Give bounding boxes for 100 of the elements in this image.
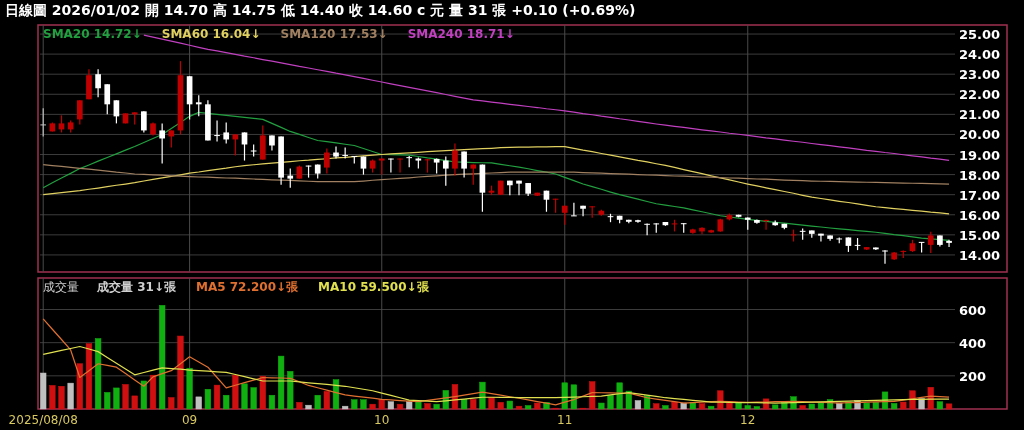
x-tick-label: 11 — [557, 413, 573, 427]
bar — [387, 401, 394, 410]
line-series — [42, 163, 950, 185]
y-tick-label: 600 — [959, 302, 987, 318]
bar — [76, 363, 83, 410]
bar — [470, 399, 477, 410]
y-tick-label: 22.00 — [959, 87, 1001, 103]
candlestick — [397, 157, 403, 174]
bar — [396, 403, 404, 410]
bar — [223, 394, 230, 410]
y-tick-label: 24.00 — [959, 47, 1001, 63]
bar — [708, 405, 715, 410]
bar — [369, 403, 376, 410]
candlestick — [40, 107, 47, 138]
bar — [232, 374, 239, 410]
text: SMA20 14.72↓ — [43, 27, 142, 41]
bar — [104, 392, 111, 410]
y-tick-label: 25.00 — [959, 27, 1001, 43]
bar — [406, 401, 413, 410]
y-tick-label: 400 — [959, 335, 987, 351]
candlestick — [159, 122, 165, 165]
x-tick-label: 12 — [740, 413, 756, 427]
candlestick — [763, 218, 769, 231]
bar — [332, 379, 340, 410]
bar — [360, 399, 367, 410]
y-tick-label: 17.00 — [959, 187, 1001, 203]
candlestick — [223, 121, 230, 145]
bar — [278, 355, 285, 410]
bar — [213, 384, 221, 410]
candlestick — [452, 142, 458, 177]
bar — [287, 371, 294, 410]
candlestick — [195, 94, 202, 117]
x-tick-label: 09 — [181, 413, 198, 427]
bar — [131, 395, 138, 410]
bar — [525, 405, 532, 410]
y-tick-label: 20.00 — [959, 127, 1001, 143]
bar — [204, 389, 211, 410]
candlestick — [287, 167, 294, 189]
bar — [58, 386, 65, 410]
bar — [314, 394, 321, 410]
bar — [159, 305, 166, 410]
bar — [40, 372, 47, 410]
series-label: 成交量 31↓張 — [96, 280, 177, 294]
bar — [351, 399, 358, 410]
candlestick — [927, 231, 934, 254]
bar — [424, 403, 431, 410]
candlestick — [95, 68, 101, 98]
line-series — [42, 318, 950, 406]
candlestick — [388, 157, 394, 174]
bar — [323, 391, 330, 410]
x-tick-label: 2025/08/08 — [8, 413, 78, 427]
bar — [662, 405, 669, 410]
candlestick — [76, 99, 83, 125]
y-tick-label: 21.00 — [959, 107, 1001, 123]
bar — [186, 367, 193, 410]
bar — [726, 402, 733, 410]
chart-title: 日線圖 2026/01/02 開 14.70 高 14.75 低 14.40 收 14.60 c 元 量 31 張 +0.10 (+0.69%) — [5, 2, 636, 18]
bar — [607, 395, 614, 410]
bar — [808, 403, 815, 410]
bar — [113, 387, 120, 410]
bar — [241, 383, 248, 410]
bar — [772, 404, 779, 410]
text: SMA240 18.71↓ — [407, 27, 515, 41]
bar — [49, 385, 56, 410]
bar — [799, 405, 806, 410]
bar — [461, 399, 468, 410]
text: MA5 72.200↓張 — [195, 280, 300, 294]
candlestick — [882, 249, 888, 265]
bar — [95, 338, 102, 410]
y-tick-label: 16.00 — [959, 207, 1001, 223]
candlestick — [818, 233, 824, 243]
bar — [67, 382, 74, 410]
bar — [589, 381, 596, 410]
candlestick — [644, 223, 650, 236]
candlestick — [516, 180, 522, 196]
candlestick — [507, 180, 513, 196]
candlestick — [324, 147, 330, 175]
bar — [653, 403, 660, 410]
bar — [259, 375, 266, 410]
bar — [863, 402, 870, 410]
bar — [735, 402, 742, 410]
bar — [250, 387, 257, 410]
bar — [433, 403, 440, 410]
candlestick — [946, 239, 952, 248]
y-tick-label: 14.00 — [959, 247, 1001, 263]
bar — [488, 396, 495, 410]
text: SMA60 16.04↓ — [161, 27, 261, 41]
bar — [945, 403, 953, 410]
line-series — [42, 146, 950, 215]
chart-title: 成交量 — [43, 280, 79, 294]
bar — [671, 401, 678, 410]
text: SMA120 17.53↓ — [280, 27, 388, 41]
bar — [140, 380, 147, 410]
bar — [515, 405, 523, 410]
y-tick-label: 23.00 — [959, 67, 1001, 83]
bar — [634, 400, 642, 410]
candlestick — [214, 119, 220, 143]
candlestick — [442, 155, 449, 187]
bar — [296, 402, 303, 410]
bar — [497, 402, 504, 410]
